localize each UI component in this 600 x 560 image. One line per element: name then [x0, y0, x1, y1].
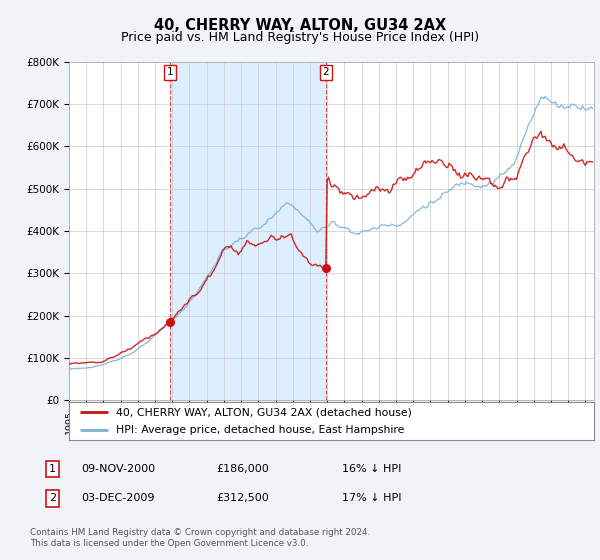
Text: HPI: Average price, detached house, East Hampshire: HPI: Average price, detached house, East…: [116, 425, 404, 435]
Text: Contains HM Land Registry data © Crown copyright and database right 2024.
This d: Contains HM Land Registry data © Crown c…: [30, 528, 370, 548]
Text: £312,500: £312,500: [216, 493, 269, 503]
Text: 16% ↓ HPI: 16% ↓ HPI: [342, 464, 401, 474]
Text: 2: 2: [49, 493, 56, 503]
Text: 17% ↓ HPI: 17% ↓ HPI: [342, 493, 401, 503]
Text: 09-NOV-2000: 09-NOV-2000: [81, 464, 155, 474]
Bar: [170, 62, 326, 400]
Text: 2: 2: [322, 67, 329, 77]
Text: Price paid vs. HM Land Registry's House Price Index (HPI): Price paid vs. HM Land Registry's House …: [121, 31, 479, 44]
Text: 40, CHERRY WAY, ALTON, GU34 2AX (detached house): 40, CHERRY WAY, ALTON, GU34 2AX (detache…: [116, 407, 412, 417]
Text: 1: 1: [167, 67, 173, 77]
Text: 40, CHERRY WAY, ALTON, GU34 2AX: 40, CHERRY WAY, ALTON, GU34 2AX: [154, 18, 446, 33]
Text: 1: 1: [49, 464, 56, 474]
Text: 03-DEC-2009: 03-DEC-2009: [81, 493, 155, 503]
Text: £186,000: £186,000: [216, 464, 269, 474]
